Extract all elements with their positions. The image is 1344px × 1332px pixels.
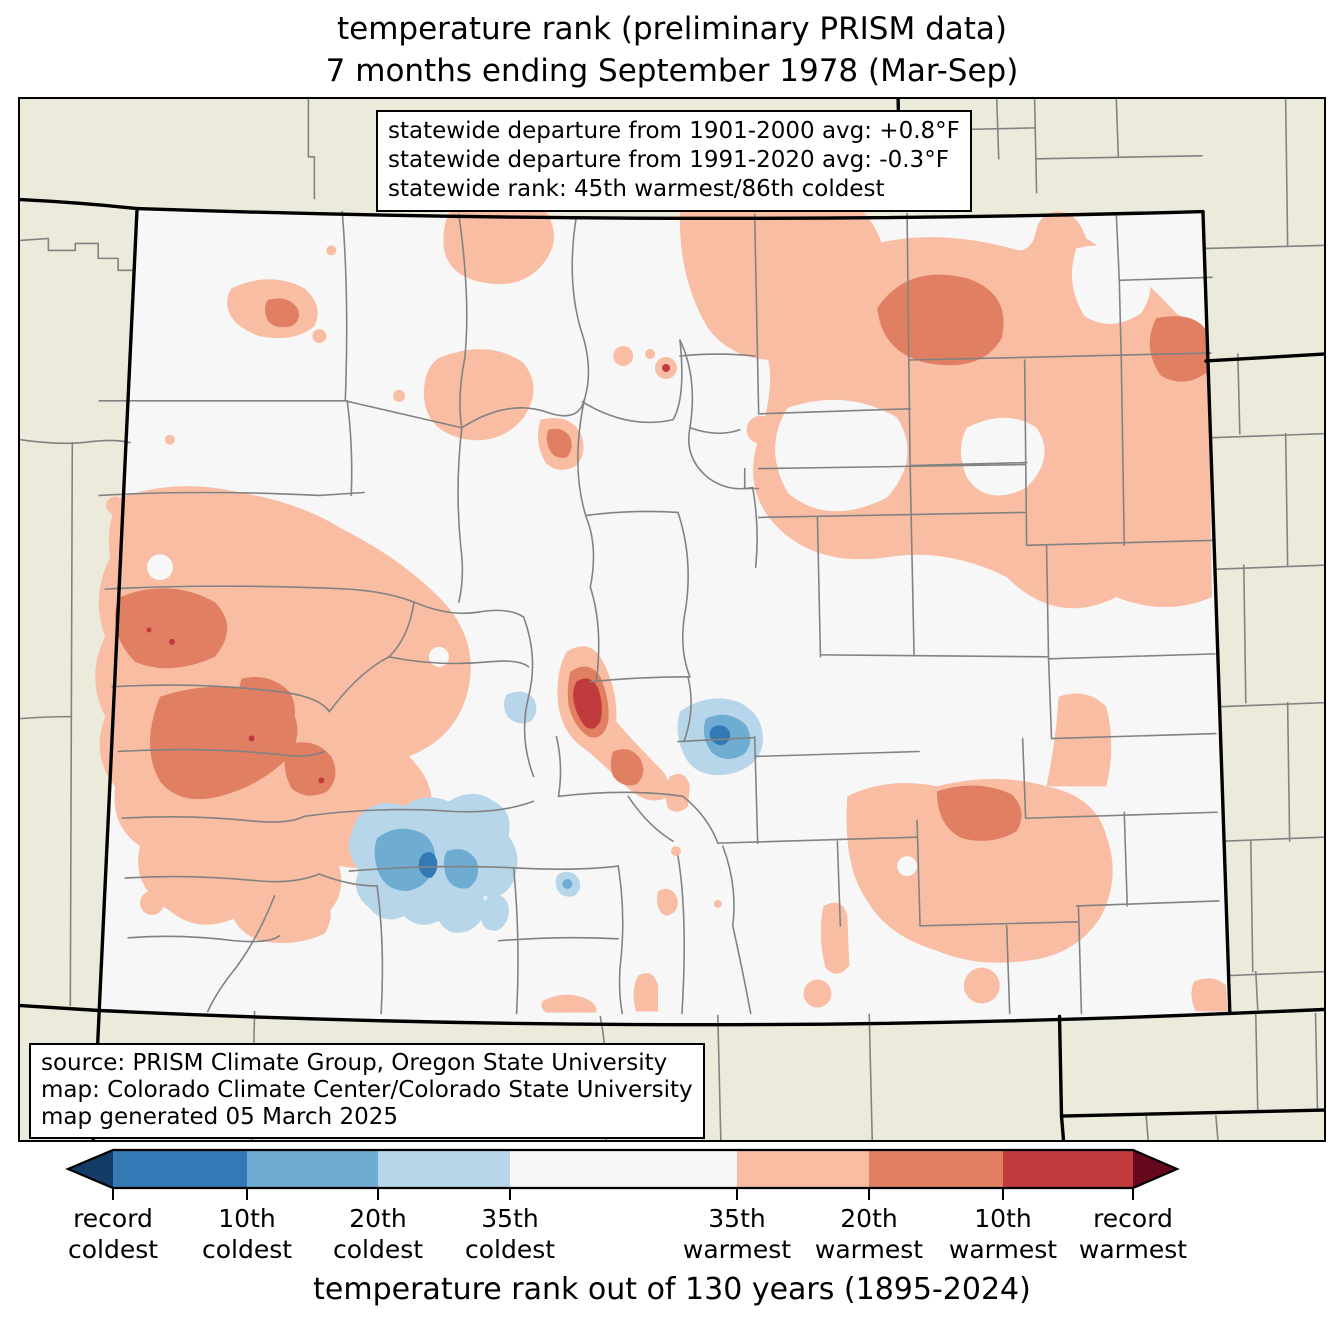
colorbar: [65, 1148, 1180, 1200]
record-coldest-arrow: [68, 1150, 113, 1188]
colorbar-label-10th-coldest: 10th coldest: [201, 1204, 293, 1264]
colorbar-label-20th-warmest: 20th warmest: [814, 1204, 924, 1264]
source-line: source: PRISM Climate Group, Oregon Stat…: [41, 1050, 668, 1076]
title-line-1: temperature rank (preliminary PRISM data…: [336, 11, 1007, 47]
colorbar-label-record-warmest: record warmest: [1078, 1204, 1188, 1264]
colorbar-label-35th-warmest: 35th warmest: [682, 1204, 792, 1264]
generated-date-line: map generated 05 March 2025: [41, 1104, 399, 1130]
rank-patches: [95, 210, 1228, 1013]
colorbar-label-10th-warmest: 10th warmest: [948, 1204, 1058, 1264]
stats-departure-1901-2000: statewide departure from 1901-2000 avg: …: [388, 118, 960, 144]
map-panel: statewide departure from 1901-2000 avg: …: [18, 97, 1326, 1142]
colorbar-label-20th-coldest: 20th coldest: [332, 1204, 424, 1264]
colorado-rank-map: [20, 99, 1324, 1140]
colorado-border: [97, 206, 1232, 1027]
stats-rank: statewide rank: 45th warmest/86th coldes…: [388, 176, 885, 202]
title-line-2: 7 months ending September 1978 (Mar-Sep): [325, 53, 1019, 89]
colorbar-ticks: [112, 1189, 1134, 1200]
colorbar-caption: temperature rank out of 130 years (1895-…: [313, 1272, 1031, 1307]
colorbar-label-record-coldest: record coldest: [67, 1204, 159, 1264]
stats-departure-1991-2020: statewide departure from 1991-2020 avg: …: [388, 147, 949, 173]
statewide-stats-box: statewide departure from 1901-2000 avg: …: [376, 110, 972, 212]
colorbar-label-35th-coldest: 35th coldest: [464, 1204, 556, 1264]
source-attribution-box: source: PRISM Climate Group, Oregon Stat…: [29, 1043, 705, 1139]
county-lines-colorado: [98, 210, 1220, 1015]
figure-title: temperature rank (preliminary PRISM data…: [0, 8, 1344, 92]
colorbar-legend: record coldest 10th coldest 20th coldest 35…: [65, 1148, 1187, 1268]
map-credit-line: map: Colorado Climate Center/Colorado St…: [41, 1077, 693, 1103]
record-warmest-arrow: [1133, 1150, 1177, 1188]
